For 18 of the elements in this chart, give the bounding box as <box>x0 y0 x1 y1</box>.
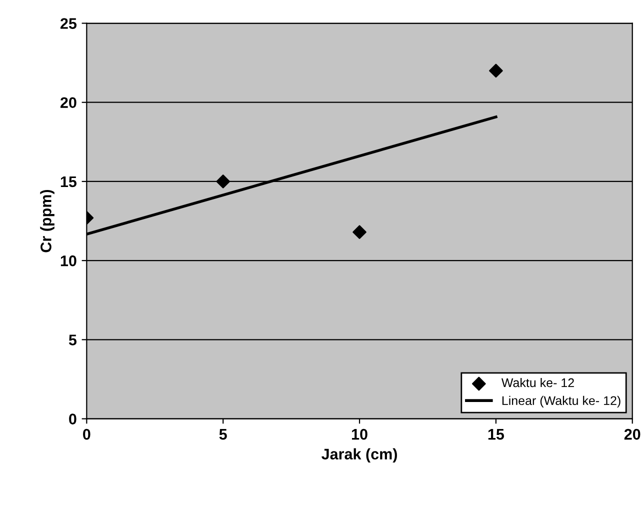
point <box>216 174 230 188</box>
x-tick-label: 0 <box>83 428 90 440</box>
x-tick-label: 15 <box>488 429 504 440</box>
y-axis-title: Cr (ppm) <box>40 190 54 252</box>
y-tick-label: 20 <box>60 97 76 108</box>
x-tick-label: 20 <box>624 428 640 440</box>
y-tick-label: 0 <box>69 414 76 424</box>
x-tick-label: 5 <box>219 429 227 440</box>
legend-label: Waktu ke- 12 <box>501 378 574 388</box>
y-tick-label: 10 <box>60 255 76 266</box>
y-tick-label: 15 <box>60 176 77 188</box>
point <box>489 64 503 78</box>
y-tick-label: 5 <box>68 334 77 346</box>
x-axis-title: Jarak (cm) <box>322 448 397 463</box>
x-tick-label: 10 <box>352 428 368 440</box>
legend-label: Linear (Waktu ke- 12) <box>502 396 620 408</box>
y-tick-label: 25 <box>60 18 77 29</box>
point <box>352 225 366 239</box>
